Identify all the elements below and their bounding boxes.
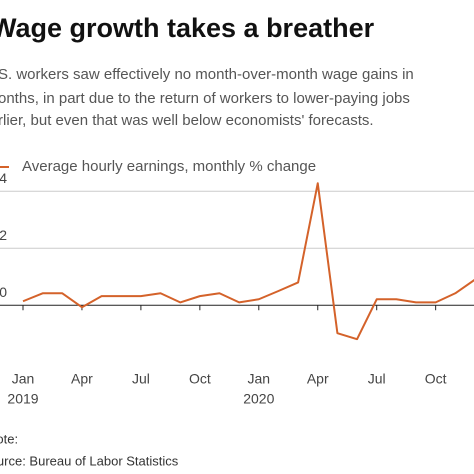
x-year-label: 2019 xyxy=(7,391,38,407)
y-tick-label: 0 xyxy=(0,284,7,300)
x-tick-label: Oct xyxy=(189,371,211,387)
x-tick-label: Jul xyxy=(132,371,150,387)
x-tick-label: Jul xyxy=(368,371,386,387)
note: Note: xyxy=(0,431,18,446)
y-tick-label: 2 xyxy=(0,227,7,243)
chart-title: Wage growth takes a breather xyxy=(0,13,375,43)
x-tick-label: Jan xyxy=(248,371,271,387)
line xyxy=(22,182,474,341)
subtitle: S. workers saw effectively no month-over… xyxy=(0,66,414,83)
x-tick-label: Oct xyxy=(425,371,447,387)
x-tick-label: Jan xyxy=(12,371,35,387)
subtitle: rlier, but even that was well below econ… xyxy=(0,112,374,129)
x-year-label: 2020 xyxy=(243,391,274,407)
x-tick-label: Apr xyxy=(71,371,93,387)
source: Source: Bureau of Labor Statistics xyxy=(0,453,179,468)
x-tick-label: Apr xyxy=(307,371,329,387)
legend-label: Average hourly earnings, monthly % chang… xyxy=(22,158,316,175)
subtitle: onths, in part due to the return of work… xyxy=(0,90,410,107)
y-tick-label: 4 xyxy=(0,170,7,186)
